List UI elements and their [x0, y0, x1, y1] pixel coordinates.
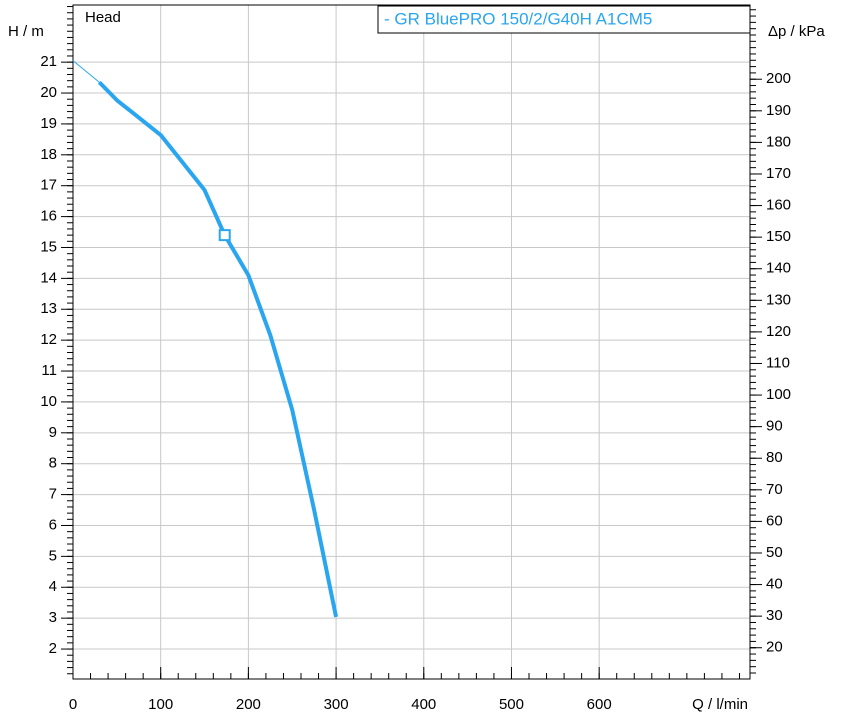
y-tick-label: 19	[40, 115, 57, 132]
y-tick-label: 2	[49, 640, 57, 657]
x-tick-label: 300	[324, 696, 349, 713]
y-tick-label: 15	[40, 238, 57, 255]
y2-tick-label: 130	[766, 291, 791, 308]
extrapolation-line	[72, 60, 100, 83]
y-tick-label: 4	[49, 578, 57, 595]
y-tick-label: 5	[49, 547, 57, 564]
y-tick-label: 6	[49, 516, 57, 533]
plot-frame	[72, 4, 751, 680]
y2-tick-label: 170	[766, 165, 791, 182]
y-tick-label: 14	[40, 269, 57, 286]
y2-tick-label: 20	[766, 639, 783, 656]
y2-tick-label: 140	[766, 260, 791, 277]
y-tick-label: 11	[41, 362, 57, 379]
legend-label: - GR BluePRO 150/2/G40H A1CM5	[384, 9, 652, 28]
y2-tick-label: 50	[766, 544, 783, 561]
y-tick-label: 3	[49, 609, 57, 626]
x-tick-label: 600	[587, 696, 612, 713]
y-tick-label: 10	[40, 393, 57, 410]
y2-tick-label: 190	[766, 102, 791, 119]
y2-tick-label: 110	[766, 354, 790, 371]
y2-tick-label: 200	[766, 70, 791, 87]
legend-box	[377, 5, 751, 34]
x-tick-label: 500	[499, 696, 524, 713]
y-tick-label: 21	[40, 53, 57, 70]
y-tick-label: 17	[40, 177, 57, 194]
y2-tick-label: 100	[766, 386, 791, 403]
y-axis-label: H / m	[8, 23, 44, 40]
y2-axis-label: Δp / kPa	[768, 23, 825, 40]
y2-tick-label: 120	[766, 323, 791, 340]
x-tick-label: 200	[236, 696, 261, 713]
y-tick-label: 20	[40, 84, 57, 101]
y2-tick-label: 40	[766, 576, 783, 593]
y2-tick-label: 180	[766, 133, 791, 150]
y-tick-label: 8	[49, 455, 57, 472]
y-tick-label: 7	[49, 486, 57, 503]
x-tick-label: 400	[411, 696, 436, 713]
y2-tick-label: 150	[766, 228, 791, 245]
y-tick-label: 12	[40, 331, 57, 348]
y2-tick-label: 70	[766, 481, 783, 498]
y-tick-label: 13	[40, 300, 57, 317]
y2-tick-label: 90	[766, 418, 783, 435]
x-axis-label: Q / l/min	[692, 696, 748, 713]
y-tick-label: 9	[49, 424, 57, 441]
y-tick-label: 18	[40, 146, 57, 163]
series-line	[97, 80, 339, 618]
x-tick-label: 100	[148, 696, 173, 713]
x-tick-label: 0	[69, 696, 77, 713]
chart-title: Head	[85, 9, 121, 26]
duty-point	[218, 229, 231, 242]
y2-tick-label: 80	[766, 449, 783, 466]
y-tick-label: 16	[40, 208, 57, 225]
y2-tick-label: 160	[766, 197, 791, 214]
y2-tick-label: 30	[766, 607, 783, 624]
y2-tick-label: 60	[766, 512, 783, 529]
